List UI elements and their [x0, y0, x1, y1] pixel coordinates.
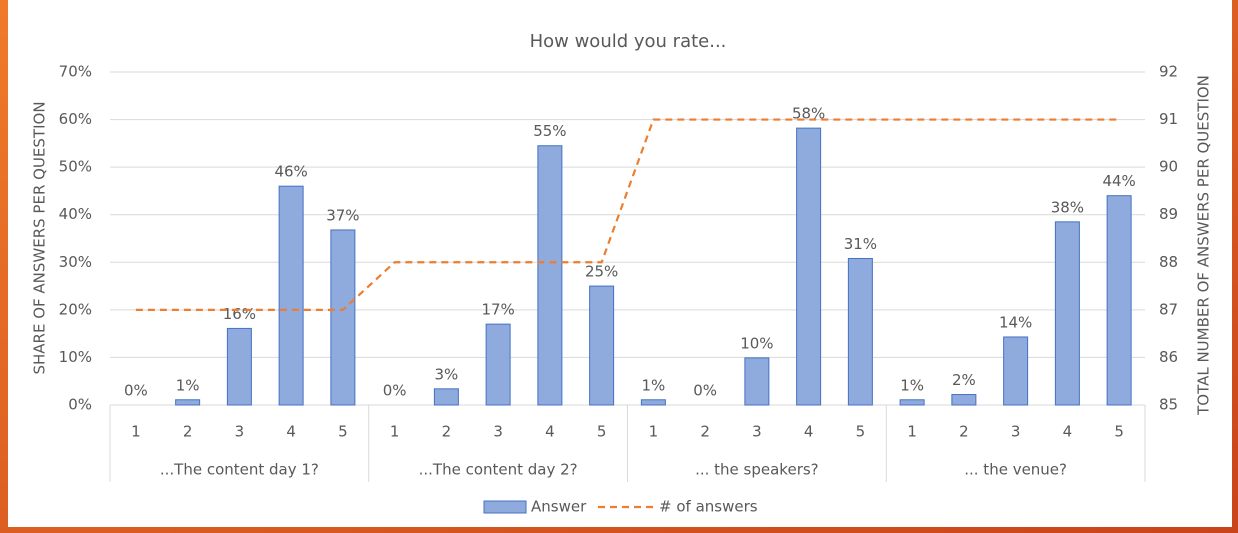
legend-swatch: [483, 500, 527, 514]
bar: [485, 323, 511, 406]
x-tick-label: 2: [442, 423, 452, 441]
y-tick-label: 0%: [68, 396, 92, 414]
x-tick-label: 4: [1063, 423, 1073, 441]
x-tick-label: 2: [183, 423, 193, 441]
data-label: 0%: [124, 382, 148, 400]
bar: [951, 394, 977, 406]
y-tick-label: 10%: [59, 348, 92, 366]
data-label: 1%: [176, 376, 200, 394]
y2-tick-label: 85: [1159, 396, 1178, 414]
group-label: ...The content day 2?: [419, 461, 578, 479]
data-label: 31%: [844, 235, 877, 253]
y2-tick-label: 89: [1159, 205, 1178, 223]
legend-label: Answer: [531, 498, 587, 516]
x-tick-label: 4: [286, 423, 296, 441]
x-tick-label: 4: [545, 423, 555, 441]
data-label: 46%: [274, 163, 307, 181]
x-tick-label: 1: [907, 423, 917, 441]
data-label: 16%: [223, 305, 256, 323]
panel: [8, 0, 1232, 527]
x-tick-label: 4: [804, 423, 814, 441]
bar: [847, 257, 873, 406]
bar: [589, 285, 615, 406]
data-label: 25%: [585, 263, 618, 281]
y2-tick-label: 91: [1159, 110, 1178, 128]
x-tick-label: 3: [752, 423, 762, 441]
data-label: 2%: [952, 371, 976, 389]
data-label: 0%: [383, 382, 407, 400]
y2-tick-label: 92: [1159, 63, 1178, 81]
bar: [433, 388, 459, 406]
x-tick-label: 2: [959, 423, 969, 441]
line: [135, 118, 1120, 311]
x-tick-label: 1: [390, 423, 400, 441]
y-tick-label: 70%: [59, 63, 92, 81]
x-tick-label: 2: [700, 423, 710, 441]
x-tick-label: 5: [1114, 423, 1124, 441]
y2-tick-label: 86: [1159, 348, 1178, 366]
bar: [226, 327, 252, 406]
bar: [278, 185, 304, 406]
x-tick-label: 3: [493, 423, 503, 441]
x-tick-label: 5: [856, 423, 866, 441]
x-tick-label: 5: [597, 423, 607, 441]
group-label: ... the speakers?: [695, 461, 819, 479]
y2-tick-label: 88: [1159, 253, 1178, 271]
data-label: 1%: [641, 376, 665, 394]
data-label: 14%: [999, 313, 1032, 331]
data-label: 10%: [740, 334, 773, 352]
x-tick-label: 5: [338, 423, 348, 441]
y-tick-label: 40%: [59, 205, 92, 223]
y2-tick-label: 87: [1159, 300, 1178, 318]
x-tick-label: 1: [131, 423, 141, 441]
data-label: 3%: [434, 365, 458, 383]
x-tick-label: 3: [235, 423, 245, 441]
y-tick-label: 60%: [59, 110, 92, 128]
bar: [899, 399, 925, 406]
data-label: 37%: [326, 206, 359, 224]
data-label: 17%: [481, 301, 514, 319]
legend-label: # of answers: [659, 498, 758, 516]
bar: [796, 127, 822, 406]
bar: [640, 399, 666, 406]
x-tick-label: 3: [1011, 423, 1021, 441]
data-label: 0%: [693, 382, 717, 400]
y2-tick-label: 90: [1159, 158, 1178, 176]
x-tick-label: 1: [649, 423, 659, 441]
data-label: 44%: [1102, 172, 1135, 190]
y-tick-label: 50%: [59, 158, 92, 176]
chart-title: How would you rate...: [530, 31, 727, 52]
bar: [537, 145, 563, 406]
y-axis-label: SHARE OF ANSWERS PER QUESTION: [31, 101, 49, 374]
data-label: 58%: [792, 105, 825, 123]
y-tick-label: 20%: [59, 300, 92, 318]
bar: [1106, 195, 1132, 406]
bar: [744, 357, 770, 406]
bar: [330, 229, 356, 406]
data-label: 38%: [1051, 198, 1084, 216]
y-tick-label: 30%: [59, 253, 92, 271]
group-label: ... the venue?: [964, 461, 1067, 479]
data-label: 55%: [533, 122, 566, 140]
group-label: ...The content day 1?: [160, 461, 319, 479]
bar: [1054, 221, 1080, 406]
bar: [1003, 336, 1029, 406]
data-label: 1%: [900, 376, 924, 394]
y2-axis-label: TOTAL NUMBER OF ANSWERS PER QUESTION: [1195, 75, 1213, 416]
bar: [175, 399, 201, 406]
